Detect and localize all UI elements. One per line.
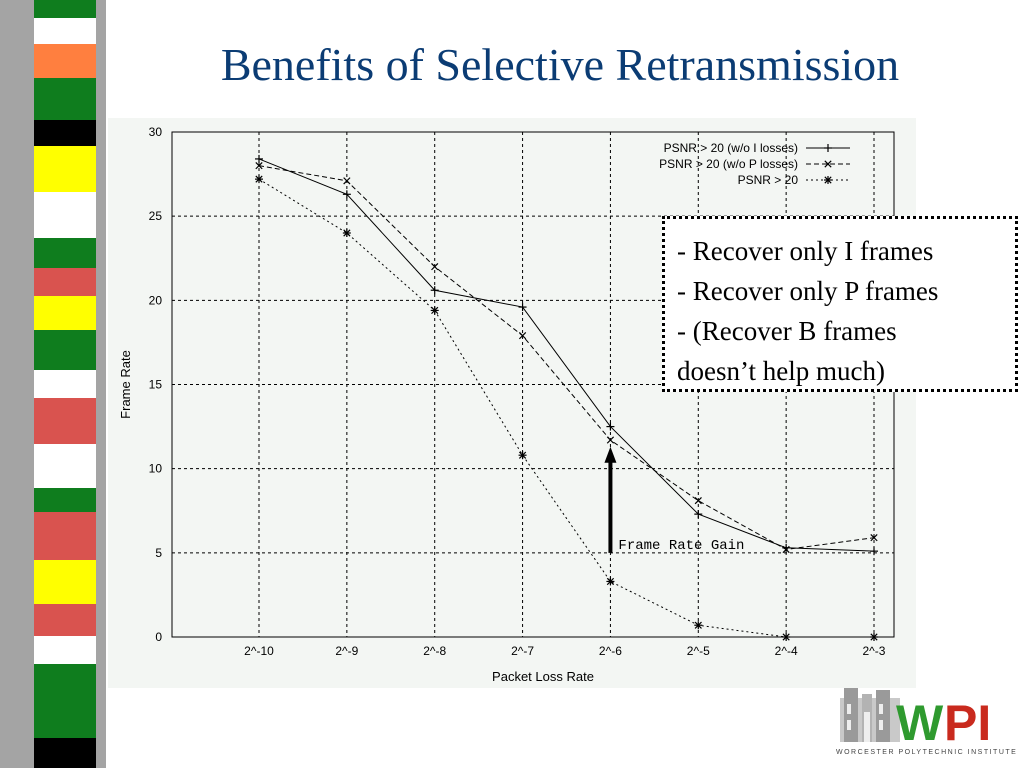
y-tick-label: 15 bbox=[149, 378, 163, 392]
data-point bbox=[694, 510, 703, 519]
legend-label: PSNR > 20 (w/o I losses) bbox=[664, 141, 798, 155]
data-point bbox=[782, 545, 790, 554]
x-tick-labels: 2^-10 2^-9 2^-8 2^-7 2^-6 2^-5 2^-4 2^-3 bbox=[244, 644, 886, 658]
strip-block bbox=[34, 560, 96, 604]
callout-line-1: - Recover only I frames bbox=[677, 236, 934, 266]
callout-line-2: - Recover only P frames bbox=[677, 276, 939, 306]
data-point bbox=[255, 162, 263, 170]
data-point bbox=[255, 154, 263, 163]
data-point bbox=[870, 547, 878, 556]
strip-block bbox=[34, 664, 96, 738]
data-point bbox=[255, 175, 263, 184]
y-axis-title: Frame Rate bbox=[118, 350, 133, 419]
legend: PSNR > 20 (w/o I losses) PSNR > 20 (w/o P… bbox=[659, 141, 850, 187]
callout-box: - Recover only I frames - Recover only P… bbox=[662, 216, 1018, 392]
strip-block bbox=[34, 738, 96, 768]
legend-marker bbox=[824, 160, 832, 168]
strip-block bbox=[34, 604, 96, 636]
series-path bbox=[258, 165, 875, 550]
y-tick-label: 10 bbox=[149, 462, 163, 476]
callout-line-3: - (Recover B frames bbox=[677, 316, 897, 346]
legend-label: PSNR > 20 (w/o P losses) bbox=[659, 157, 798, 171]
strip-block bbox=[34, 398, 96, 444]
data-point bbox=[694, 497, 702, 505]
strip-block bbox=[34, 238, 96, 268]
strip-block bbox=[34, 330, 96, 370]
data-point bbox=[342, 229, 351, 237]
data-point bbox=[343, 177, 351, 185]
legend-label: PSNR > 20 bbox=[738, 173, 799, 187]
logo-caption: WORCESTER POLYTECHNIC INSTITUTE bbox=[836, 749, 1017, 756]
data-point bbox=[518, 332, 527, 340]
x-tick-label: 2^-9 bbox=[335, 644, 358, 658]
data-point bbox=[431, 263, 439, 271]
strip-block bbox=[34, 296, 96, 330]
x-tick-label: 2^-5 bbox=[687, 644, 710, 658]
x-tick-label: 2^-10 bbox=[244, 644, 274, 658]
annotation: Frame Rate Gain bbox=[604, 446, 744, 554]
strip-block bbox=[34, 44, 96, 78]
annotation-label: Frame Rate Gain bbox=[618, 538, 744, 554]
chart-panel: 0 5 10 15 20 25 30 2^-10 2^-9 2^-8 2^-7 2^-6 2^-5 2^… bbox=[108, 118, 916, 688]
gain-arrow-head bbox=[604, 446, 617, 463]
strip-block bbox=[34, 268, 96, 296]
data-point bbox=[518, 303, 527, 312]
x-axis-title: Packet Loss Rate bbox=[492, 669, 594, 684]
data-point bbox=[870, 534, 878, 542]
x-tick-label: 2^-8 bbox=[423, 644, 446, 658]
legend-marker bbox=[824, 144, 832, 152]
logo-wordmark-pi: PI bbox=[944, 695, 991, 751]
callout-line-4: doesn’t help much) bbox=[677, 356, 885, 386]
data-point bbox=[430, 286, 439, 295]
x-tick-label: 2^-4 bbox=[775, 644, 798, 658]
legend-marker bbox=[824, 176, 832, 184]
data-series bbox=[255, 154, 878, 641]
strip-block bbox=[34, 0, 96, 18]
y-tick-label: 30 bbox=[149, 125, 163, 139]
strip-block bbox=[34, 78, 96, 120]
data-point bbox=[606, 436, 615, 444]
strip-block bbox=[34, 120, 96, 146]
decorative-side-strip bbox=[0, 0, 108, 768]
y-tick-label: 0 bbox=[155, 630, 162, 644]
logo-wordmark-w: W bbox=[896, 695, 944, 751]
campus-building-icon bbox=[840, 688, 900, 742]
strip-block bbox=[34, 488, 96, 512]
data-point bbox=[694, 621, 703, 630]
series-line bbox=[255, 175, 878, 641]
data-point bbox=[782, 633, 791, 641]
wpi-logo: W PI WORCESTER POLYTECHNIC INSTITUTE bbox=[836, 688, 1017, 756]
data-point bbox=[870, 633, 878, 641]
series-line bbox=[255, 162, 878, 554]
data-point bbox=[430, 306, 439, 315]
series-path bbox=[258, 178, 874, 638]
y-tick-label: 20 bbox=[149, 293, 163, 307]
slide-title: Benefits of Selective Retransmission bbox=[220, 39, 900, 90]
data-point bbox=[342, 190, 351, 199]
data-point bbox=[518, 451, 527, 460]
x-tick-label: 2^-7 bbox=[511, 644, 534, 658]
x-tick-label: 2^-3 bbox=[863, 644, 886, 658]
y-tick-label: 25 bbox=[149, 209, 163, 223]
strip-block bbox=[34, 512, 96, 560]
data-point bbox=[606, 422, 615, 431]
y-tick-label: 5 bbox=[155, 546, 162, 560]
data-point bbox=[606, 577, 615, 586]
x-tick-label: 2^-6 bbox=[599, 644, 622, 658]
series-path bbox=[258, 158, 875, 552]
y-tick-labels: 0 5 10 15 20 25 30 bbox=[149, 125, 163, 644]
strip-block bbox=[34, 146, 96, 192]
